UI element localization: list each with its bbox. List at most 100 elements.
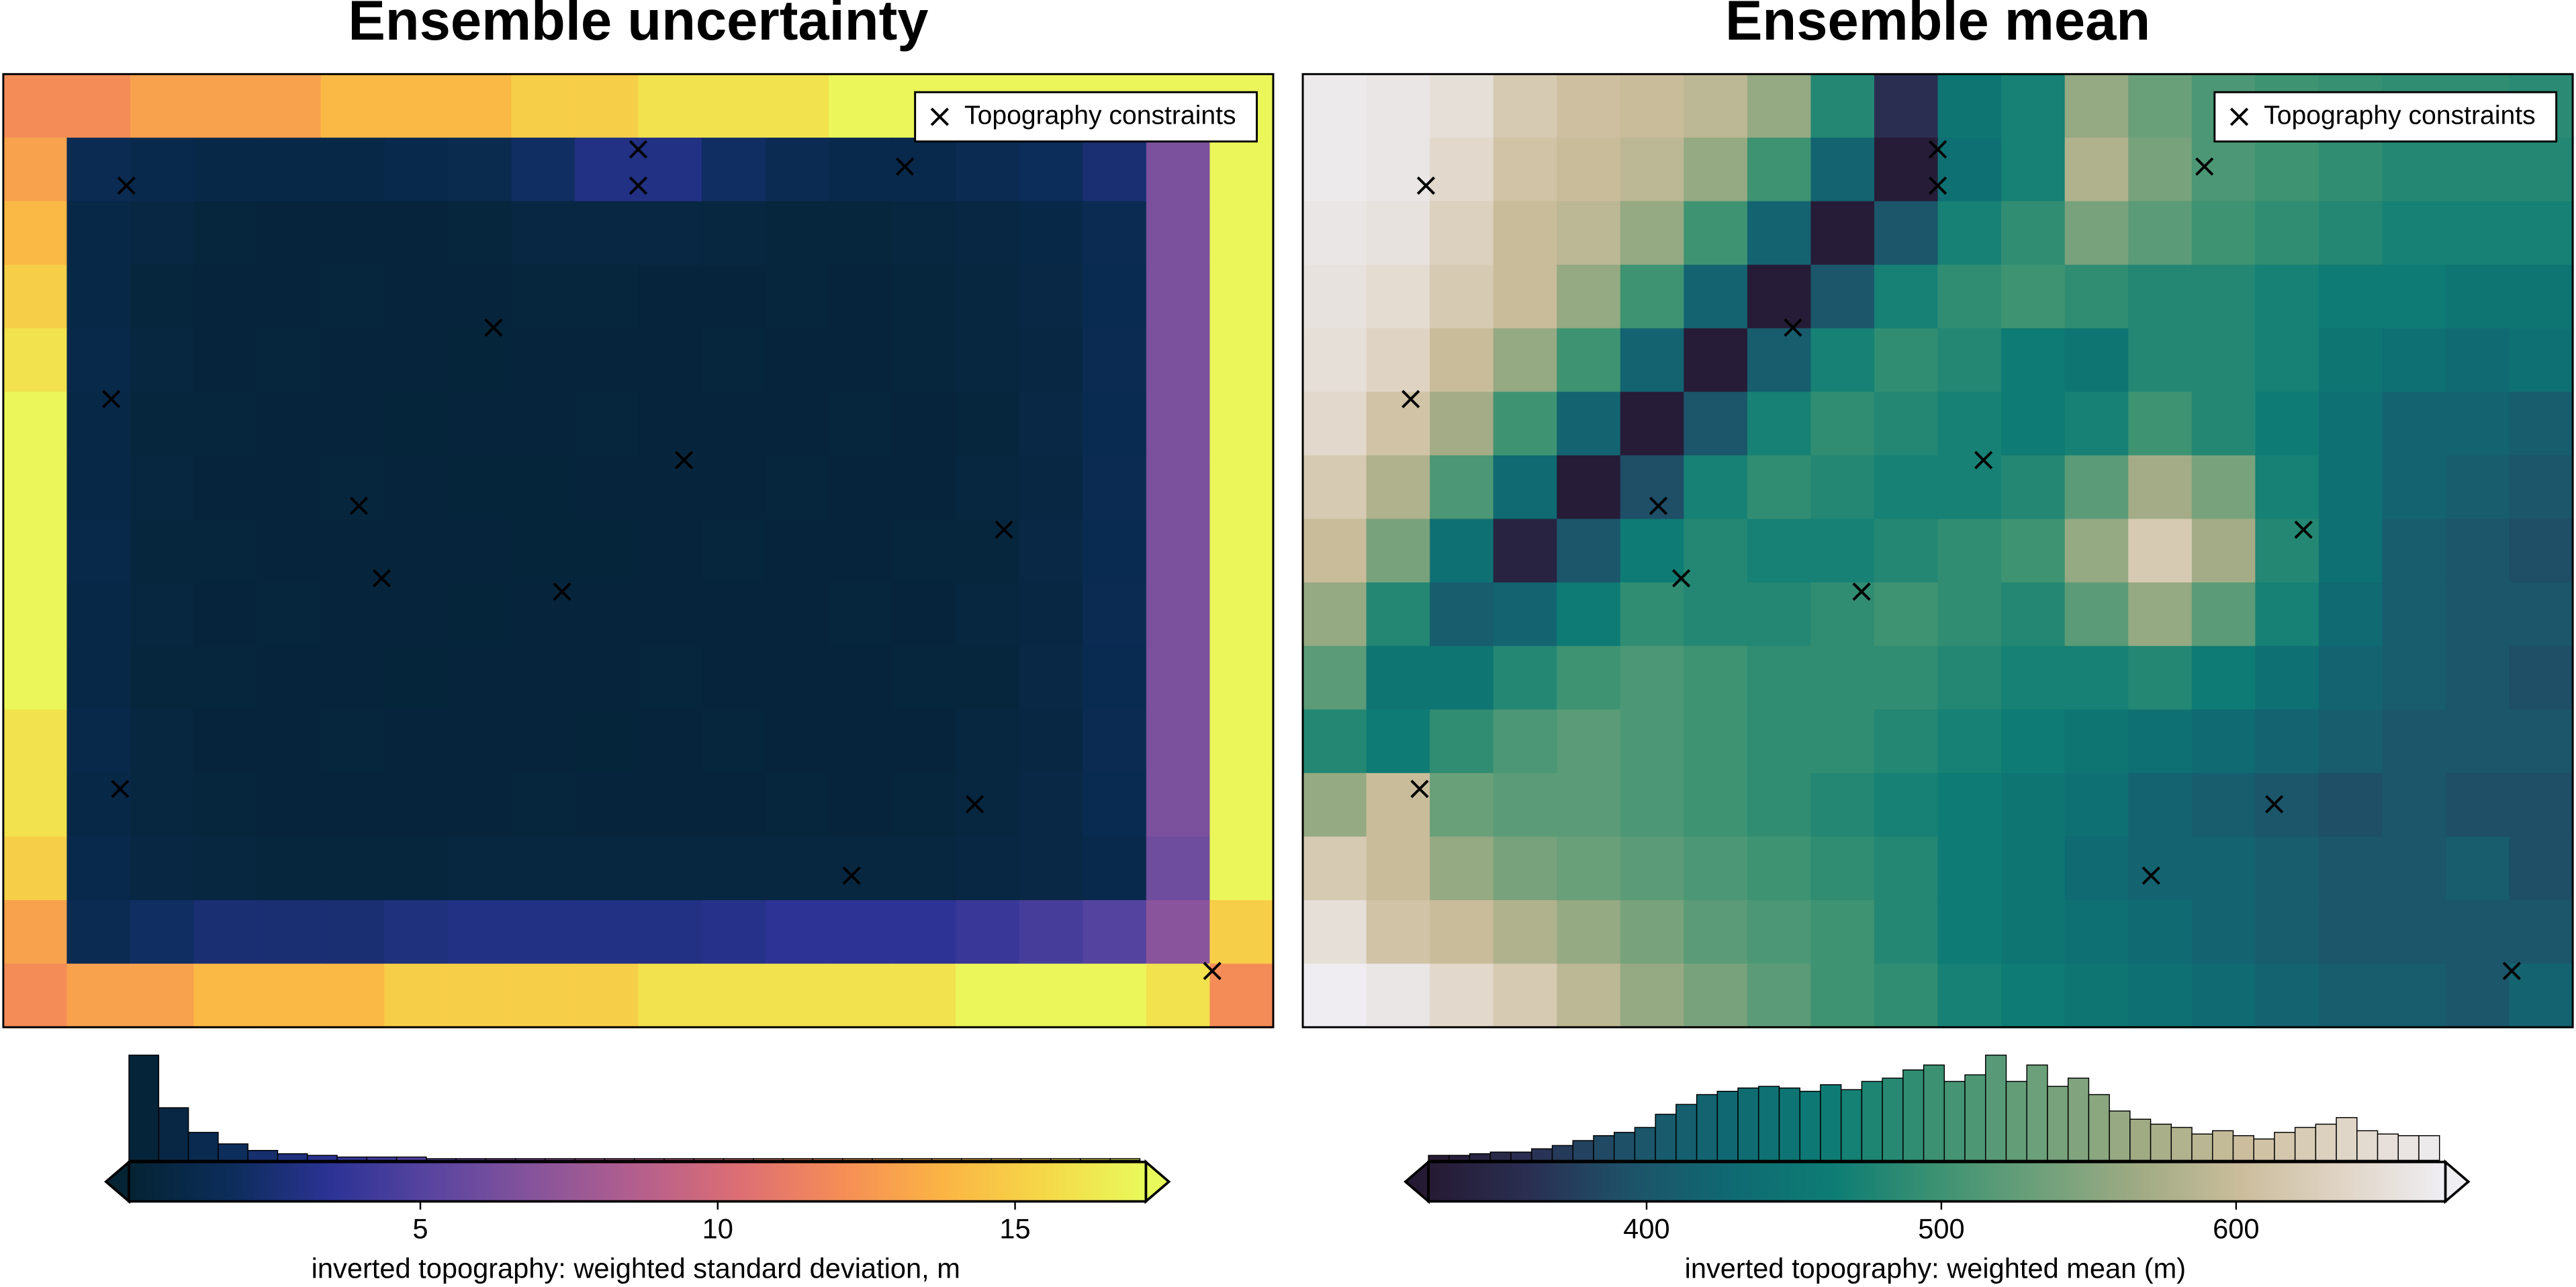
heatmap-cell — [1557, 74, 1622, 139]
histogram-bar — [1593, 1135, 1615, 1161]
heatmap-cell — [130, 582, 195, 648]
heatmap-cell — [1430, 74, 1495, 139]
heatmap-cell — [1493, 963, 1558, 1028]
heatmap-cell — [2128, 201, 2193, 266]
histogram-bar — [2170, 1126, 2193, 1161]
heatmap-cell — [2064, 582, 2129, 648]
histogram-bar — [1737, 1088, 1759, 1161]
heatmap-cell — [1937, 836, 2003, 901]
heatmap-cell — [2191, 265, 2256, 330]
heatmap-cell — [384, 455, 449, 520]
heatmap-cell — [1557, 137, 1622, 202]
heatmap-cell — [447, 519, 512, 584]
histogram-bar — [396, 1156, 427, 1161]
histogram-bar — [2274, 1132, 2296, 1161]
heatmap-cell — [638, 455, 703, 520]
heatmap-cell — [829, 963, 894, 1028]
histogram-bar — [901, 1158, 933, 1161]
heatmap-cell — [66, 646, 132, 711]
heatmap-cell — [1684, 392, 1749, 457]
heatmap-cell — [447, 582, 512, 648]
heatmap-cell — [1684, 201, 1749, 266]
heatmap-cell — [2191, 900, 2256, 965]
heatmap-cell — [1146, 963, 1211, 1028]
heatmap-cell — [130, 646, 195, 711]
constraint-point — [629, 176, 648, 195]
heatmap-cell — [3, 709, 68, 774]
heatmap-cell — [1083, 582, 1148, 648]
heatmap-cell — [3, 582, 68, 648]
heatmap-cell — [1620, 74, 1685, 139]
heatmap-cell — [257, 900, 322, 965]
heatmap-cell — [1146, 519, 1211, 584]
constraint-point — [2502, 961, 2521, 981]
heatmap-cell — [2064, 772, 2129, 838]
heatmap-cell — [66, 836, 132, 901]
heatmap-cell — [1620, 709, 1685, 774]
colorbar-label: inverted topography: weighted mean (m) — [1685, 1252, 2187, 1284]
heatmap-cell — [1874, 582, 1939, 648]
heatmap-cell — [1146, 392, 1211, 457]
heatmap-cell — [1430, 392, 1495, 457]
heatmap-cell — [1430, 836, 1495, 901]
heatmap-cell — [2128, 137, 2193, 202]
histogram-bar — [782, 1158, 814, 1161]
heatmap-cell — [701, 900, 767, 965]
heatmap-cell — [2001, 836, 2066, 901]
histogram-bar — [2336, 1117, 2358, 1161]
heatmap-cell — [66, 328, 132, 393]
heatmap-cell — [2128, 963, 2193, 1028]
heatmap-cell — [1303, 900, 1368, 965]
constraint-point — [2142, 867, 2160, 885]
heatmap-cell — [701, 836, 767, 901]
heatmap-cell — [1937, 772, 2003, 838]
heatmap-cell — [193, 74, 259, 139]
heatmap-cell — [2382, 392, 2447, 457]
heatmap-cell — [257, 455, 322, 520]
heatmap-cell — [2445, 455, 2511, 520]
heatmap-cell — [701, 519, 767, 584]
heatmap-cell — [66, 455, 132, 520]
heatmap-cell — [1620, 963, 1685, 1028]
heatmap-cell — [765, 265, 830, 330]
heatmap-cell — [2128, 709, 2193, 774]
histogram-bar — [812, 1158, 843, 1161]
heatmap-cell — [511, 201, 576, 266]
heatmap-cell — [765, 836, 830, 901]
heatmap-cell — [2064, 137, 2129, 202]
heatmap-cell — [130, 201, 195, 266]
heatmap-cell — [701, 265, 767, 330]
heatmap-cell — [3, 137, 68, 202]
constraint-point — [2195, 157, 2214, 176]
heatmap-cell — [1493, 836, 1558, 901]
heatmap-cell — [1303, 328, 1368, 393]
legend-label: Topography constraints — [964, 101, 1236, 130]
heatmap-cell — [765, 328, 830, 393]
heatmap-cell — [1019, 836, 1084, 901]
heatmap-cell — [1146, 137, 1211, 202]
heatmap-cell — [1747, 582, 1812, 648]
heatmap-cell — [1874, 455, 1939, 520]
histogram-bar — [2418, 1135, 2440, 1161]
heatmap-cell — [1303, 74, 1368, 139]
heatmap-cell — [1747, 392, 1812, 457]
heatmap-cell — [2255, 900, 2320, 965]
heatmap-cell — [320, 772, 385, 838]
heatmap-cell — [1747, 963, 1812, 1028]
colorbar — [128, 1161, 1148, 1203]
heatmap-cell — [1874, 772, 1939, 838]
heatmap-cell — [2509, 582, 2574, 648]
histogram-bar — [366, 1156, 398, 1161]
histogram-bar — [1861, 1081, 1883, 1161]
heatmap-cell — [2128, 265, 2193, 330]
heatmap-cell — [1083, 709, 1148, 774]
heatmap-cell — [384, 265, 449, 330]
heatmap-cell — [3, 519, 68, 584]
heatmap-cell — [1303, 265, 1368, 330]
constraint-point — [1974, 451, 1993, 470]
heatmap-cell — [511, 900, 576, 965]
heatmap-cell — [1209, 201, 1275, 266]
heatmap-cell — [1810, 328, 1876, 393]
heatmap-cell — [2191, 772, 2256, 838]
heatmap-cell — [574, 328, 639, 393]
